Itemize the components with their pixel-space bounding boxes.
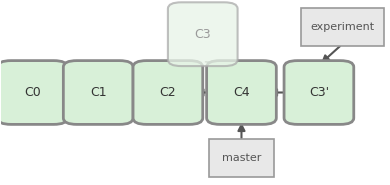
FancyBboxPatch shape bbox=[0, 61, 67, 124]
FancyBboxPatch shape bbox=[284, 61, 354, 124]
Text: C2: C2 bbox=[160, 86, 176, 99]
Text: C3': C3' bbox=[309, 86, 329, 99]
FancyBboxPatch shape bbox=[63, 61, 133, 124]
Text: C3: C3 bbox=[195, 28, 211, 41]
FancyBboxPatch shape bbox=[168, 2, 238, 66]
Text: C0: C0 bbox=[24, 86, 41, 99]
FancyBboxPatch shape bbox=[207, 61, 277, 124]
FancyBboxPatch shape bbox=[209, 139, 275, 177]
Text: C4: C4 bbox=[233, 86, 250, 99]
Text: master: master bbox=[222, 153, 261, 163]
FancyBboxPatch shape bbox=[301, 8, 384, 46]
FancyBboxPatch shape bbox=[133, 61, 203, 124]
Text: C1: C1 bbox=[90, 86, 106, 99]
Text: experiment: experiment bbox=[310, 22, 374, 32]
